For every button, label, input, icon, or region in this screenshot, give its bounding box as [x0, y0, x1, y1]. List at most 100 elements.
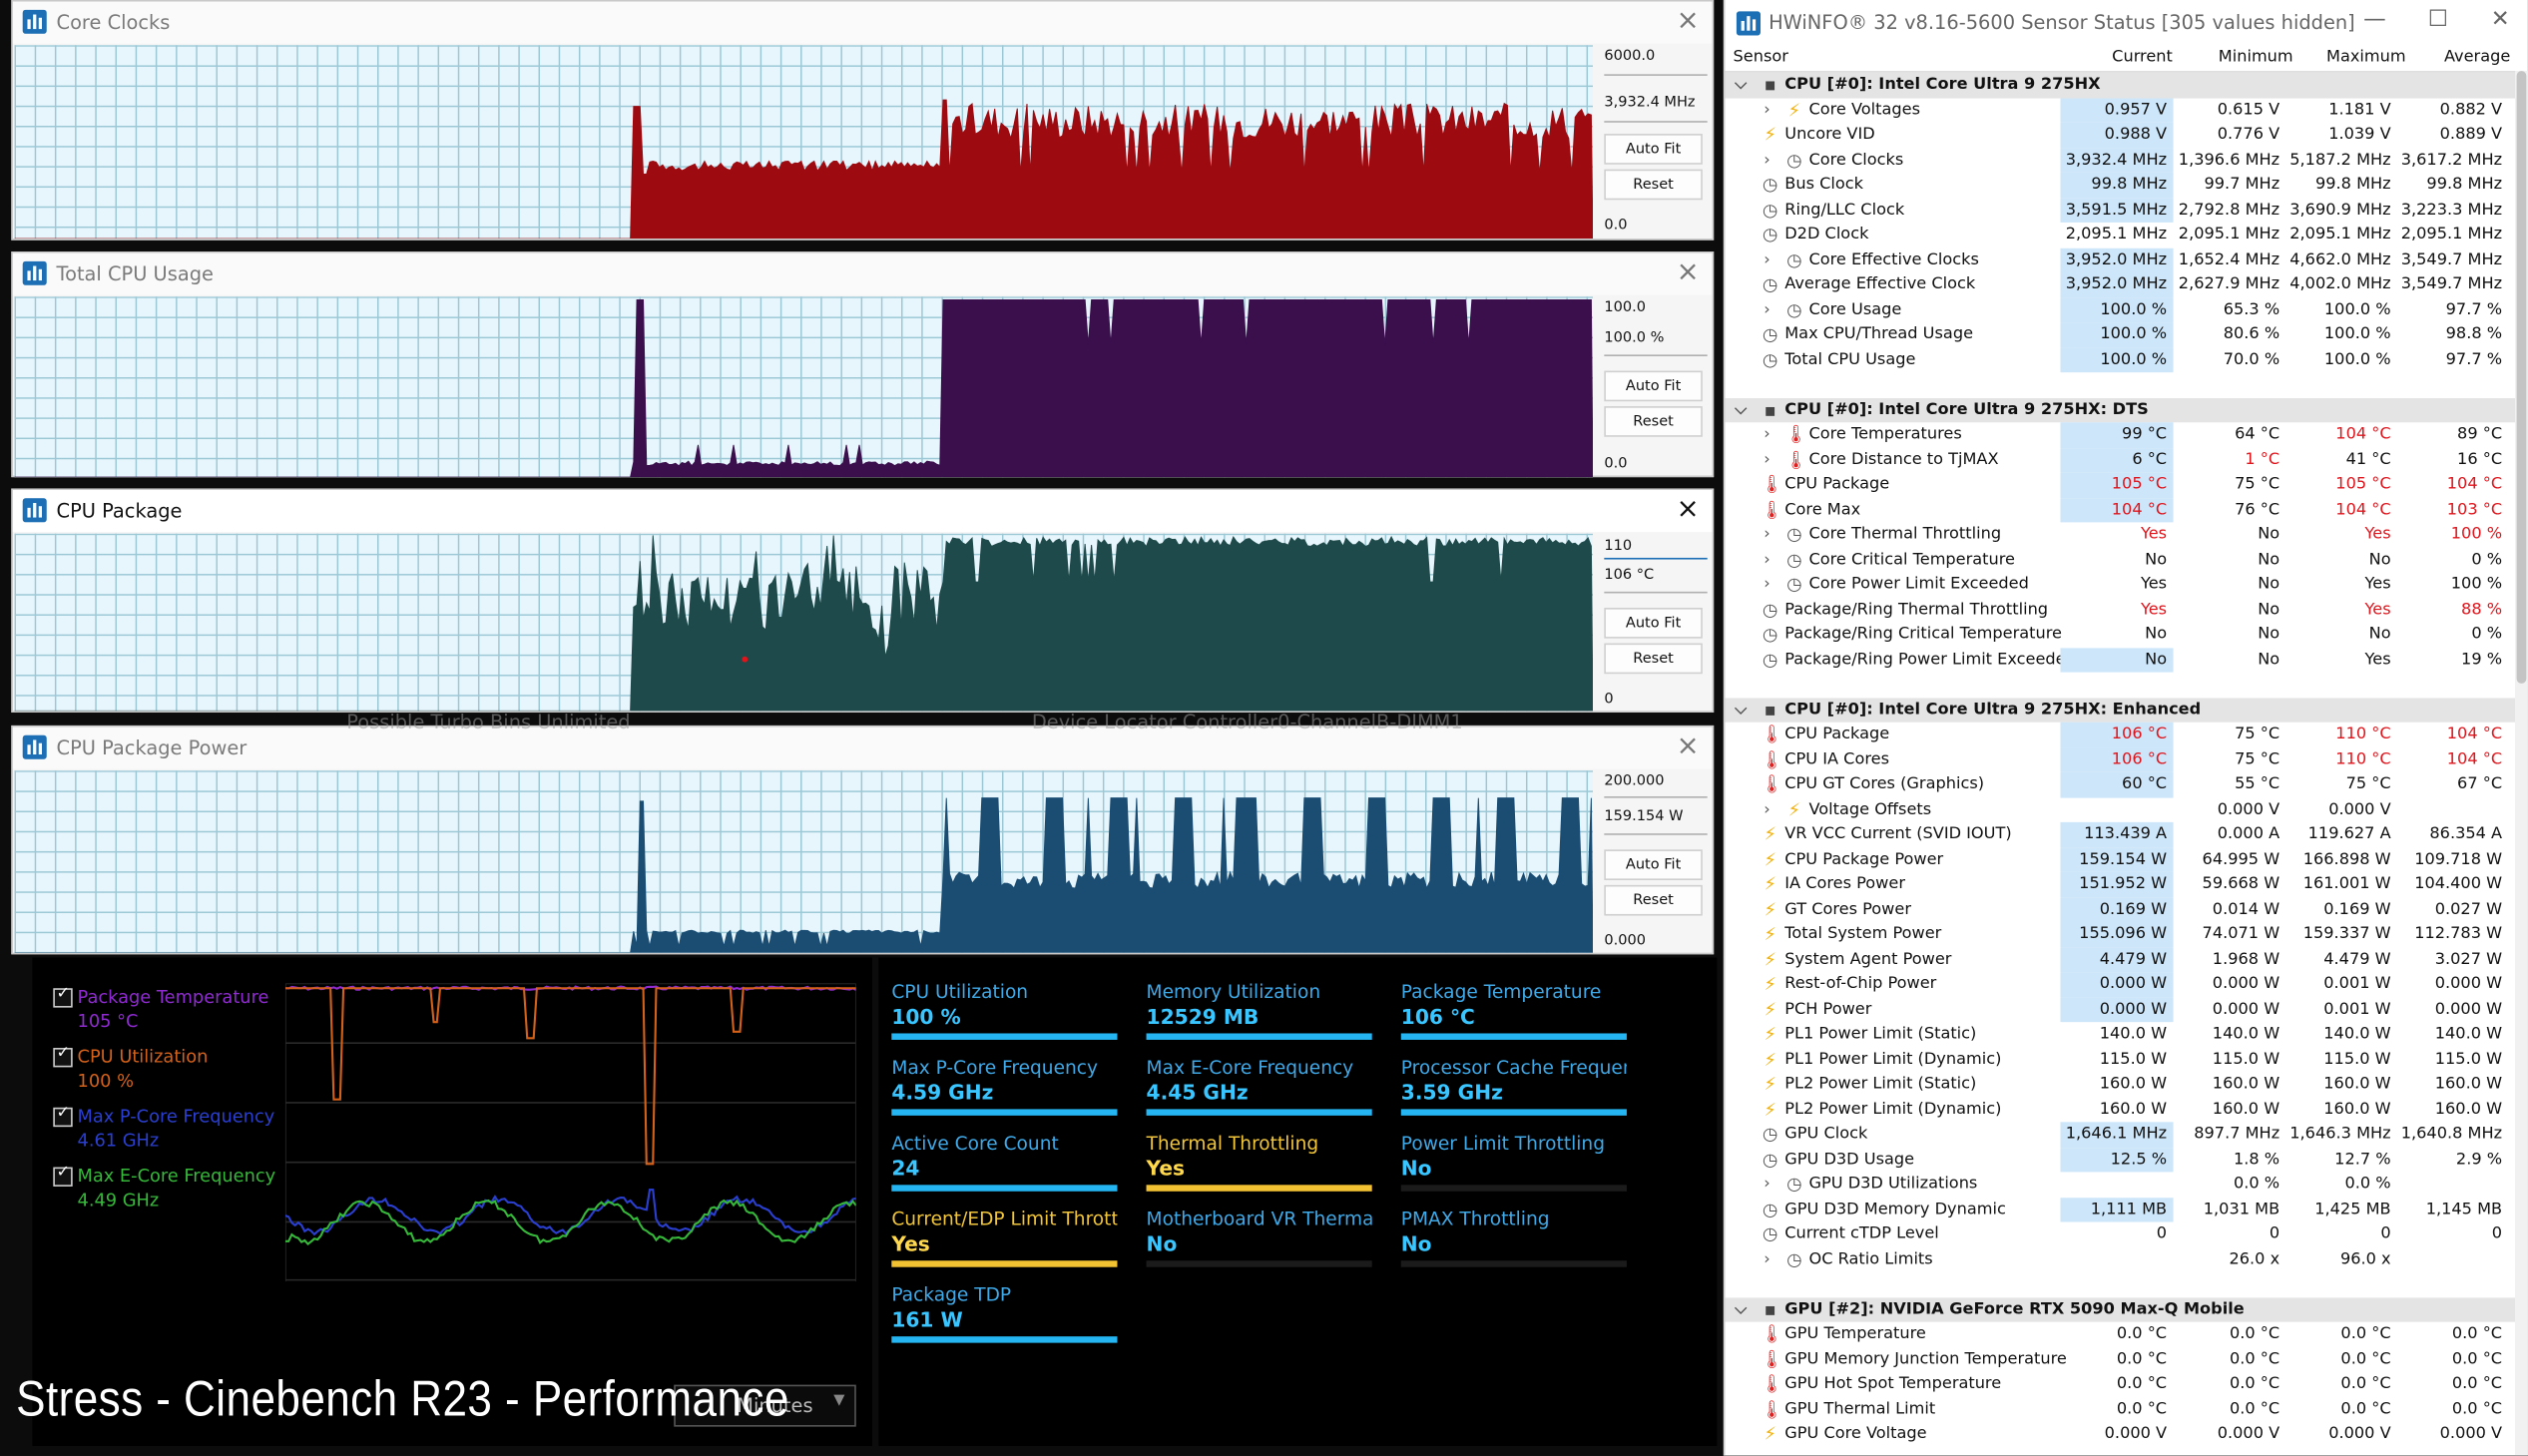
- chevron-down-icon[interactable]: ⌵: [1735, 700, 1748, 719]
- close-button[interactable]: ✕: [2490, 6, 2510, 33]
- sensor-row[interactable]: ◷ Ring/LLC Clock 3,591.5 MHz 2,792.8 MHz 3,6…: [1725, 197, 2515, 223]
- sensor-row[interactable]: › 🌡 Core Distance to TjMAX 6 °C 1 °C 41 °C 16 …: [1725, 447, 2515, 473]
- chevron-right-icon[interactable]: ›: [1764, 425, 1770, 444]
- sensor-row[interactable]: ◷ GPU D3D Memory Dynamic 1,111 MB 1,031 MB 1…: [1725, 1197, 2515, 1222]
- max-p-core-frequency-checkbox[interactable]: [53, 1105, 73, 1128]
- sensor-row[interactable]: 🌡 CPU GT Cores (Graphics) 60 °C 55 °C 75 °C 6…: [1725, 771, 2515, 797]
- chevron-right-icon[interactable]: ›: [1764, 800, 1770, 818]
- column-header[interactable]: Sensor Current Minimum Maximum Average: [1725, 47, 2528, 73]
- cpu-utilization-checkbox[interactable]: [53, 1045, 73, 1068]
- package-temperature-checkbox[interactable]: [53, 985, 73, 1008]
- sensor-row[interactable]: 🌡 GPU Hot Spot Temperature 0.0 °C 0.0 °C 0.0…: [1725, 1372, 2515, 1397]
- chevron-right-icon[interactable]: ›: [1764, 1175, 1770, 1194]
- close-button[interactable]: ×: [1676, 4, 1700, 38]
- title-bar[interactable]: CPU Package Power ×: [12, 727, 1713, 769]
- sensor-row[interactable]: ◷ GPU Clock 1,646.1 MHz 897.7 MHz 1,646.3 MH…: [1725, 1122, 2515, 1148]
- auto-fit-button[interactable]: Auto Fit: [1604, 134, 1703, 165]
- sensor-row[interactable]: ⚡ CPU Package Power 159.154 W 64.995 W 166.8…: [1725, 846, 2515, 872]
- title-bar[interactable]: Core Clocks ×: [12, 1, 1713, 44]
- chevron-down-icon[interactable]: ⌵: [1735, 400, 1748, 419]
- sensor-row[interactable]: 🌡 Core Max 104 °C 76 °C 104 °C 103 °C: [1725, 497, 2515, 523]
- sensor-row[interactable]: › ◷ Core Usage 100.0 % 65.3 % 100.0 % 97.7 %: [1725, 297, 2515, 323]
- sensor-row[interactable]: › ◷ Core Critical Temperature No No No 0 %: [1725, 547, 2515, 572]
- sensor-group-header[interactable]: ⌵ ▪ CPU [#0]: Intel Core Ultra 9 275HX: [1725, 72, 2516, 98]
- sensor-row[interactable]: › ◷ Core Effective Clocks 3,952.0 MHz 1,652.…: [1725, 246, 2515, 273]
- maximize-button[interactable]: ☐: [2427, 6, 2449, 33]
- auto-fit-button[interactable]: Auto Fit: [1604, 370, 1703, 402]
- title-bar[interactable]: Total CPU Usage ×: [12, 252, 1713, 295]
- chevron-right-icon[interactable]: ›: [1764, 550, 1770, 569]
- sensor-row[interactable]: ⚡ PL1 Power Limit (Dynamic) 115.0 W 115.0 W…: [1725, 1047, 2515, 1072]
- sensor-row[interactable]: ⚡ VR VCC Current (SVID IOUT) 113.439 A 0.00…: [1725, 821, 2515, 847]
- column-current[interactable]: Current: [2112, 48, 2173, 67]
- sensor-row[interactable]: ⚡ PL1 Power Limit (Static) 140.0 W 140.0 W 1…: [1725, 1022, 2515, 1047]
- column-minimum[interactable]: Minimum: [2218, 48, 2293, 67]
- sensor-group-header[interactable]: ⌵ ▪ CPU [#0]: Intel Core Ultra 9 275HX: DT…: [1725, 397, 2516, 423]
- scrollbar-thumb[interactable]: [2516, 71, 2527, 684]
- reset-button[interactable]: Reset: [1604, 884, 1703, 916]
- sensor-row[interactable]: ◷ Package/Ring Thermal Throttling Yes No Yes…: [1725, 598, 2515, 623]
- sensor-row[interactable]: ◷ Package/Ring Power Limit Exceeded No No Ye…: [1725, 647, 2515, 673]
- minimize-button[interactable]: —: [2363, 6, 2386, 33]
- sensor-row[interactable]: ◷ Total CPU Usage 100.0 % 70.0 % 100.0 % 97.7…: [1725, 347, 2515, 373]
- auto-fit-button[interactable]: Auto Fit: [1604, 608, 1703, 639]
- sensor-row[interactable]: ⚡ Uncore VID 0.988 V 0.776 V 1.039 V 0.889 V: [1725, 122, 2515, 148]
- sensor-row[interactable]: ⚡ Total System Power 155.096 W 74.071 W 159.…: [1725, 922, 2515, 948]
- column-maximum[interactable]: Maximum: [2326, 48, 2406, 67]
- close-button[interactable]: ×: [1676, 493, 1700, 526]
- chevron-right-icon[interactable]: ›: [1764, 151, 1770, 169]
- sensor-row[interactable]: ◷ Package/Ring Critical Temperature No No No…: [1725, 623, 2515, 648]
- chevron-right-icon[interactable]: ›: [1764, 100, 1770, 119]
- sensor-row[interactable]: ◷ D2D Clock 2,095.1 MHz 2,095.1 MHz 2,095.1 …: [1725, 223, 2515, 247]
- cpu-package-power-graph-window[interactable]: CPU Package Power × 200.000 159.154 W Au…: [11, 725, 1715, 955]
- sensor-row[interactable]: ⚡ PCH Power 0.000 W 0.000 W 0.001 W 0.000 W: [1725, 997, 2515, 1023]
- sensor-row[interactable]: 🌡 GPU Thermal Limit 0.0 °C 0.0 °C 0.0 °C 0.0 …: [1725, 1397, 2515, 1422]
- sensor-row[interactable]: ⚡ PL2 Power Limit (Static) 160.0 W 160.0 W 1…: [1725, 1072, 2515, 1097]
- sensor-row[interactable]: › ◷ Core Thermal Throttling Yes No Yes 100 %: [1725, 522, 2515, 547]
- chevron-right-icon[interactable]: ›: [1764, 1249, 1770, 1268]
- sensor-row[interactable]: › ◷ GPU D3D Utilizations 0.0 % 0.0 %: [1725, 1172, 2515, 1197]
- chevron-right-icon[interactable]: ›: [1764, 250, 1770, 268]
- sensor-row[interactable]: › ⚡ Core Voltages 0.957 V 0.615 V 1.181 V 0.88…: [1725, 97, 2515, 123]
- sensor-row[interactable]: ◷ Max CPU/Thread Usage 100.0 % 80.6 % 100.0 …: [1725, 322, 2515, 348]
- sensor-row[interactable]: ⚡ Rest-of-Chip Power 0.000 W 0.000 W 0.001 W…: [1725, 972, 2515, 998]
- sensor-row[interactable]: 🌡 CPU Package 105 °C 75 °C 105 °C 104 °C: [1725, 472, 2515, 498]
- time-range-select[interactable]: Minutes ▼: [674, 1384, 856, 1427]
- vertical-scrollbar[interactable]: [2515, 71, 2528, 1456]
- core-clocks-graph-window[interactable]: Core Clocks × 6000.0 3,932.4 MHz Auto Fi…: [11, 0, 1715, 241]
- sensor-row[interactable]: ⚡ GPU Core Voltage 0.000 V 0.000 V 0.000 V 0.…: [1725, 1422, 2515, 1447]
- sensor-row[interactable]: 🌡 CPU Package 106 °C 75 °C 110 °C 104 °C: [1725, 722, 2515, 747]
- title-bar[interactable]: HWiNFO® 32 v8.16-5600 Sensor Status [305…: [1725, 0, 2527, 45]
- chevron-down-icon[interactable]: ⌵: [1735, 75, 1748, 94]
- sensor-row[interactable]: › ⚡ Voltage Offsets 0.000 V 0.000 V: [1725, 797, 2515, 822]
- chevron-right-icon[interactable]: ›: [1764, 450, 1770, 469]
- auto-fit-button[interactable]: Auto Fit: [1604, 849, 1703, 881]
- sensor-row[interactable]: ⚡ PL2 Power Limit (Dynamic) 160.0 W 160.0 W…: [1725, 1097, 2515, 1122]
- sensor-row[interactable]: › ◷ Core Power Limit Exceeded Yes No Yes 100 %: [1725, 572, 2515, 597]
- hwinfo-sensor-window[interactable]: HWiNFO® 32 v8.16-5600 Sensor Status [305…: [1723, 0, 2528, 1456]
- sensor-row[interactable]: ◷ Average Effective Clock 3,952.0 MHz 2,627…: [1725, 272, 2515, 298]
- chevron-right-icon[interactable]: ›: [1764, 525, 1770, 544]
- column-sensor[interactable]: Sensor: [1733, 48, 1788, 67]
- sensor-row[interactable]: ◷ GPU D3D Usage 12.5 % 1.8 % 12.7 % 2.9 %: [1725, 1147, 2515, 1173]
- sensor-group-header[interactable]: ⌵ ▪ GPU [#2]: NVIDIA GeForce RTX 5090 Max-…: [1725, 1296, 2516, 1322]
- chevron-right-icon[interactable]: ›: [1764, 575, 1770, 594]
- chevron-right-icon[interactable]: ›: [1764, 300, 1770, 319]
- sensor-row[interactable]: ⚡ System Agent Power 4.479 W 1.968 W 4.479 W…: [1725, 947, 2515, 973]
- column-average[interactable]: Average: [2443, 48, 2511, 67]
- max-e-core-frequency-checkbox[interactable]: [53, 1164, 73, 1187]
- sensor-row[interactable]: 🌡 GPU Memory Junction Temperature 0.0 °C 0.…: [1725, 1347, 2515, 1372]
- sensor-row[interactable]: ⚡ IA Cores Power 151.952 W 59.668 W 161.001 …: [1725, 871, 2515, 897]
- total-cpu-usage-graph-window[interactable]: Total CPU Usage × 100.0 100.0 % Auto Fit…: [11, 251, 1715, 478]
- close-button[interactable]: ×: [1676, 729, 1700, 763]
- sensor-row[interactable]: ◷ Bus Clock 99.8 MHz 99.7 MHz 99.8 MHz 99.8 M…: [1725, 172, 2515, 198]
- sensor-row[interactable]: 🌡 CPU IA Cores 106 °C 75 °C 110 °C 104 °C: [1725, 746, 2515, 772]
- reset-button[interactable]: Reset: [1604, 406, 1703, 437]
- sensor-row[interactable]: › ◷ Core Clocks 3,932.4 MHz 1,396.6 MHz 5,187…: [1725, 147, 2515, 173]
- reset-button[interactable]: Reset: [1604, 169, 1703, 201]
- sensor-row[interactable]: ⚡ GT Cores Power 0.169 W 0.014 W 0.169 W 0.02…: [1725, 896, 2515, 923]
- sensor-row[interactable]: › ◷ OC Ratio Limits 26.0 x 96.0 x: [1725, 1247, 2515, 1272]
- reset-button[interactable]: Reset: [1604, 643, 1703, 675]
- cpu-package-graph-window[interactable]: CPU Package × 110 106 °C Auto Fit Reset …: [11, 488, 1715, 714]
- chevron-down-icon[interactable]: ⌵: [1735, 1299, 1748, 1318]
